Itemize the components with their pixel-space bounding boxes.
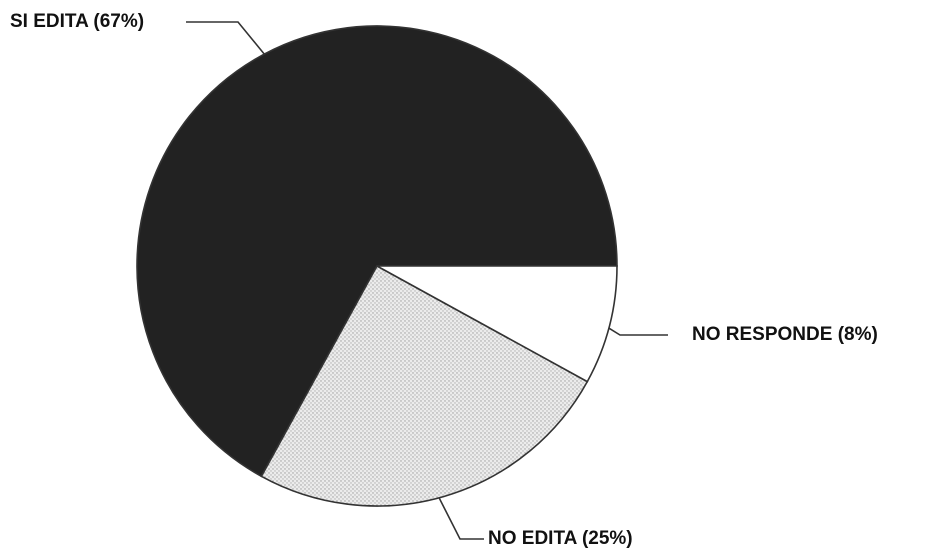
slice-label-percent: (8%) [838, 324, 878, 345]
slice-label-si-edita: SI EDITA (67%) [10, 11, 144, 32]
pie-slice-no-responde [376, 265, 618, 383]
leader-line-no-edita [438, 497, 484, 540]
slice-label-name: SI EDITA [10, 11, 93, 32]
slice-label-name: NO EDITA [488, 528, 582, 548]
pie-slice-si-edita [136, 25, 618, 478]
labels-layer: SI EDITA (67%) NO EDITA (25%) NO RESPONDE … [10, 11, 878, 549]
leader-line-si-edita [186, 21, 265, 55]
slice-label-no-responde: NO RESPONDE (8%) [692, 324, 878, 345]
slice-label-percent: (25%) [582, 528, 633, 548]
leader-lines-layer [186, 21, 668, 540]
slices-layer [136, 25, 618, 507]
slice-label-no-edita: NO EDITA (25%) [488, 528, 633, 548]
leader-line-no-responde [608, 327, 668, 336]
pie-slice-no-edita [260, 264, 589, 507]
slice-label-percent: (67%) [93, 11, 144, 32]
slice-label-name: NO RESPONDE [692, 324, 838, 345]
